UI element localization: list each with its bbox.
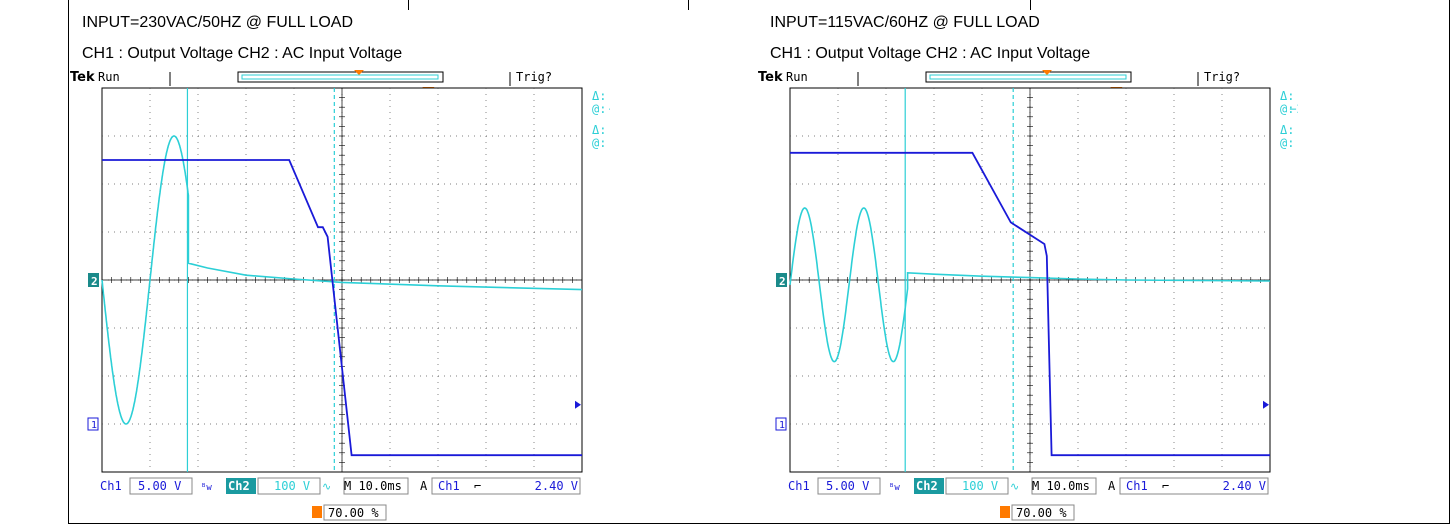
bandwidth-limit-icon: ᴮw <box>201 483 212 493</box>
trigger-mode: A <box>1108 479 1116 493</box>
panel-caption-input: INPUT=230VAC/50HZ @ FULL LOAD <box>82 14 353 31</box>
scope-panel-115vac: INPUT=115VAC/60HZ @ FULL LOAD CH1 : Outp… <box>758 0 1448 525</box>
page-frame <box>68 0 1450 524</box>
time-cursor-at-label: @: <box>1280 136 1294 150</box>
record-trigger-marker <box>354 70 364 75</box>
trigger-status: Trig? <box>1204 70 1240 84</box>
panel-caption-input: INPUT=115VAC/60HZ @ FULL LOAD <box>770 14 1040 31</box>
top-divider <box>1030 0 1031 10</box>
ch2-ac-input-trace <box>789 207 1271 363</box>
ch1-label: Ch1 <box>788 479 810 493</box>
ch1-ground-marker: 1 <box>779 420 785 431</box>
top-divider <box>688 0 689 10</box>
trigger-position-icon <box>312 506 322 518</box>
scope-run-state: Run <box>98 70 120 84</box>
ac-coupling-icon: ∿ <box>1010 480 1019 493</box>
panel-caption-channels: CH1 : Output Voltage CH2 : AC Input Volt… <box>82 45 403 62</box>
trigger-source: Ch1 <box>1126 479 1148 493</box>
trigger-position-icon <box>1000 506 1010 518</box>
bandwidth-limit-icon: ᴮw <box>889 483 900 493</box>
trigger-position-box <box>323 504 387 521</box>
ch2-scale-box <box>257 477 321 495</box>
record-window-indicator <box>241 74 439 80</box>
ch1-scale: 5.00 V <box>138 479 181 493</box>
ch2-scale-box <box>945 477 1009 495</box>
trigger-position-readout: 70.00 % <box>1016 506 1067 520</box>
falling-edge-icon: ⌐ <box>1162 479 1169 493</box>
ch2-ground-marker: 2 <box>91 275 98 288</box>
ch2-scale: 100 V <box>962 479 998 493</box>
scope-run-state: Run <box>786 70 808 84</box>
timebase: M 10.0ms <box>1032 479 1090 493</box>
trigger-level: 2.40 V <box>1223 479 1266 493</box>
ch2-ground-marker: 2 <box>779 275 786 288</box>
top-divider <box>408 0 409 10</box>
panel-caption-channels: CH1 : Output Voltage CH2 : AC Input Volt… <box>770 45 1091 62</box>
amplitude-cursor-at-label: @: <box>1280 102 1294 116</box>
trigger-level: 2.40 V <box>535 479 578 493</box>
ch1-output-voltage-trace <box>790 151 1270 457</box>
scope-panel-230vac: INPUT=230VAC/50HZ @ FULL LOAD CH1 : Outp… <box>70 0 760 525</box>
amplitude-cursor-at-label: @: <box>592 102 606 116</box>
ch2-label-box <box>914 478 944 494</box>
scope-brand-logo: Tek <box>758 70 783 85</box>
trigger-level-arrow <box>575 400 581 409</box>
record-window-indicator <box>929 74 1127 80</box>
ch2-label-box <box>226 478 256 494</box>
time-cursor-delta-label: Δ: <box>592 123 606 137</box>
ac-coupling-icon: ∿ <box>322 480 331 493</box>
ch2-ac-input-trace <box>101 135 583 425</box>
falling-edge-icon: ⌐ <box>474 479 481 493</box>
trigger-status: Trig? <box>516 70 552 84</box>
ch2-ground-marker-box <box>776 273 787 287</box>
trigger-position-box <box>1011 504 1075 521</box>
ch2-scale: 100 V <box>274 479 310 493</box>
ch1-scale-box <box>817 477 881 495</box>
amplitude-cursor-delta-label: Δ: <box>592 89 606 103</box>
timebase: M 10.0ms <box>344 479 402 493</box>
ch2-label: Ch2 <box>916 479 938 493</box>
ch1-label: Ch1 <box>100 479 122 493</box>
trigger-position-readout: 70.00 % <box>328 506 379 520</box>
trigger-source: Ch1 <box>438 479 460 493</box>
time-cursor-at-label: @: <box>592 136 606 150</box>
ch1-ground-marker: 1 <box>91 420 97 431</box>
ch1-scale: 5.00 V <box>826 479 869 493</box>
time-cursor-delta-label: Δ: <box>1280 123 1294 137</box>
ch1-ground-marker-box <box>775 417 787 431</box>
ch1-scale-box <box>129 477 193 495</box>
timebase-box <box>1031 477 1097 495</box>
amplitude-cursor-at-value: −2.00 V <box>1289 102 1298 116</box>
timebase-box <box>343 477 409 495</box>
amplitude-cursor-at-value: −214 V <box>609 102 610 116</box>
record-length-bar <box>237 71 444 83</box>
trigger-settings-box <box>1119 477 1269 495</box>
scope-brand-logo: Tek <box>70 70 95 85</box>
ch2-ground-marker-box <box>88 273 99 287</box>
trigger-level-arrow <box>1263 400 1269 409</box>
amplitude-cursor-delta-value: 16.0 V <box>1297 89 1298 103</box>
ch1-output-voltage-trace <box>102 159 582 457</box>
record-trigger-marker <box>1042 70 1052 75</box>
amplitude-cursor-delta-label: Δ: <box>1280 89 1294 103</box>
ch2-label: Ch2 <box>228 479 250 493</box>
trigger-settings-box <box>431 477 581 495</box>
trigger-mode: A <box>420 479 428 493</box>
record-length-bar <box>925 71 1132 83</box>
ch1-ground-marker-box <box>87 417 99 431</box>
